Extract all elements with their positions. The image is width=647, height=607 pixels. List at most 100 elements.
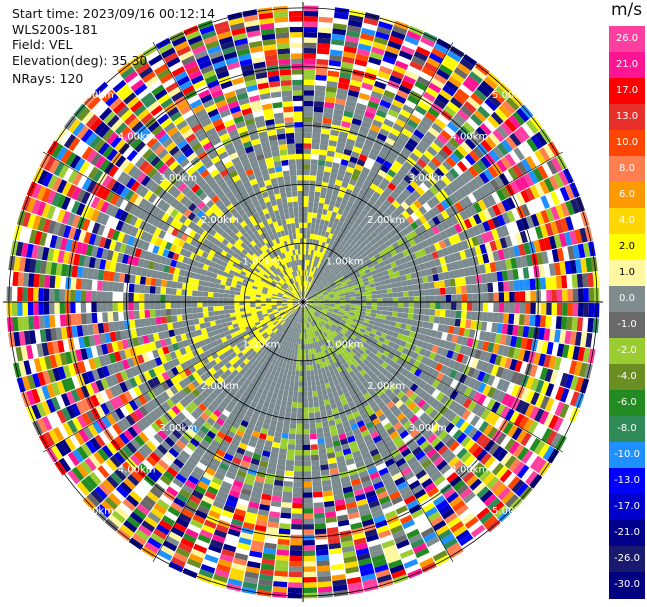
range-gate xyxy=(350,293,356,297)
range-gate xyxy=(313,298,319,301)
range-gate xyxy=(81,313,87,325)
range-gate xyxy=(480,156,492,169)
range-gate xyxy=(338,289,344,293)
range-gate xyxy=(496,271,504,282)
range-gate xyxy=(385,232,393,240)
range-gate xyxy=(277,394,283,401)
range-gate xyxy=(396,205,406,214)
range-gate xyxy=(390,30,406,40)
range-gate xyxy=(370,90,383,100)
range-gate xyxy=(459,58,475,71)
range-gate xyxy=(347,183,355,191)
range-gate xyxy=(308,260,312,266)
range-gate xyxy=(361,82,374,91)
range-gate xyxy=(44,274,51,288)
range-gate xyxy=(328,295,335,298)
range-gate xyxy=(356,205,364,214)
range-gate xyxy=(512,111,526,126)
range-gate xyxy=(401,210,410,219)
range-gate xyxy=(362,216,370,224)
range-gate xyxy=(366,295,372,299)
range-gate xyxy=(312,122,322,129)
range-gate xyxy=(477,84,491,98)
range-gate xyxy=(282,496,292,503)
range-gate xyxy=(85,290,92,302)
range-gate xyxy=(308,196,315,202)
range-gate xyxy=(288,566,302,572)
range-gate xyxy=(252,166,261,174)
range-gate xyxy=(176,282,183,289)
range-gate xyxy=(294,381,299,387)
range-gate xyxy=(418,263,426,271)
range-gate xyxy=(280,230,286,237)
range-gate xyxy=(128,302,134,311)
range-gate xyxy=(348,84,361,93)
range-gate xyxy=(412,148,423,158)
range-gate xyxy=(317,37,331,44)
range-gate xyxy=(289,278,294,284)
range-gate xyxy=(281,432,289,439)
range-gate xyxy=(562,289,568,302)
range-gate xyxy=(224,289,230,294)
range-gate xyxy=(359,235,367,243)
range-gate xyxy=(428,82,442,94)
range-gate xyxy=(344,265,351,271)
range-gate xyxy=(248,94,261,103)
range-gate xyxy=(582,242,591,258)
range-gate xyxy=(182,109,195,120)
range-gate xyxy=(290,42,303,49)
range-gate xyxy=(286,223,292,230)
range-gate xyxy=(282,491,293,498)
range-gate xyxy=(296,238,300,245)
range-gate xyxy=(219,182,228,191)
range-gate xyxy=(156,68,171,80)
range-gate xyxy=(370,223,378,231)
range-gate xyxy=(304,37,317,43)
range-gate xyxy=(272,586,287,593)
range-gate xyxy=(500,156,512,170)
range-gate xyxy=(325,160,333,168)
range-gate xyxy=(329,49,343,57)
range-gate xyxy=(443,185,453,197)
range-gate xyxy=(294,122,303,128)
range-gate xyxy=(303,185,310,191)
range-gate xyxy=(252,143,262,151)
range-gate xyxy=(355,293,361,297)
range-gate xyxy=(314,228,319,235)
range-gate xyxy=(311,154,319,160)
range-gate xyxy=(373,36,389,46)
range-gate xyxy=(27,287,34,301)
range-gate xyxy=(347,270,354,276)
range-gate xyxy=(315,239,320,246)
range-gate xyxy=(405,70,419,81)
range-gate xyxy=(267,229,273,236)
range-gate xyxy=(317,229,323,236)
range-gate xyxy=(268,222,275,230)
range-gate xyxy=(366,272,373,278)
range-gate xyxy=(216,70,230,80)
range-gate xyxy=(214,123,226,132)
range-gate xyxy=(349,9,365,18)
range-gate xyxy=(525,201,536,215)
range-gate xyxy=(192,307,198,314)
range-gate xyxy=(294,249,298,255)
range-gate xyxy=(382,270,389,276)
range-gate xyxy=(316,256,321,263)
range-gate xyxy=(297,349,301,355)
range-gate xyxy=(321,279,327,285)
range-gate xyxy=(162,77,176,89)
range-gate xyxy=(422,276,429,283)
range-gate xyxy=(284,269,289,275)
range-gate xyxy=(425,237,434,246)
range-gate xyxy=(315,74,327,81)
range-gate xyxy=(288,159,296,166)
range-gate xyxy=(298,270,301,276)
range-gate xyxy=(440,220,450,230)
range-gate xyxy=(345,251,352,258)
range-gate xyxy=(170,288,177,295)
range-gate xyxy=(264,49,277,57)
range-gate xyxy=(416,256,424,265)
range-gate xyxy=(303,212,308,218)
range-gate xyxy=(353,236,360,243)
range-gate xyxy=(575,213,585,228)
